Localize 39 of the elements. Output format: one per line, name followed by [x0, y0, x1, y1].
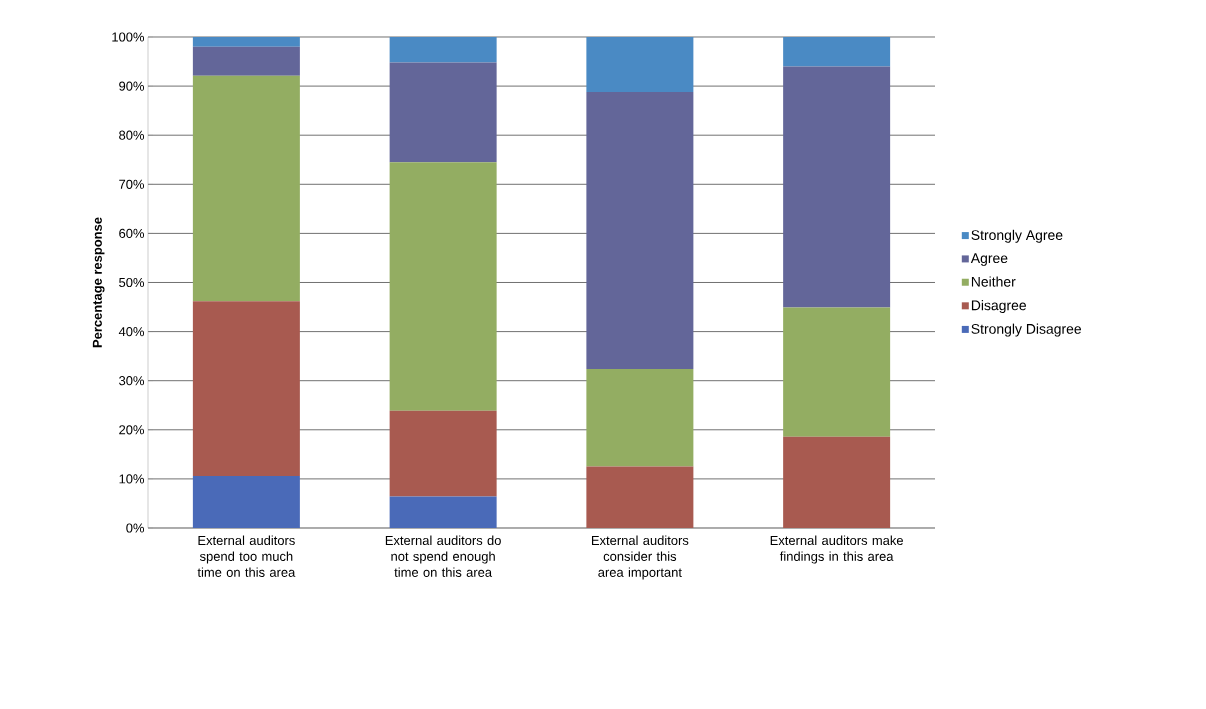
bar: [389, 496, 497, 528]
y-tick-label: 80%: [119, 130, 145, 140]
legend-label: Neither: [971, 276, 1016, 287]
y-tick-label: 0%: [126, 523, 145, 533]
y-axis-title: Percentage response: [92, 217, 105, 348]
bar: [192, 36, 300, 47]
y-tick-label: 60%: [119, 228, 145, 238]
bar: [586, 36, 694, 92]
y-tick-label: 50%: [119, 277, 145, 288]
bar: [192, 301, 300, 476]
bar: [783, 66, 891, 308]
legend-label: Agree: [970, 253, 1008, 266]
y-tick-label: 20%: [119, 425, 145, 435]
bar: [192, 75, 300, 302]
bar: [192, 46, 300, 76]
bar: [783, 436, 891, 528]
y-tick-label: 40%: [118, 327, 145, 337]
bar: [389, 162, 497, 411]
bar: [586, 368, 694, 467]
bar: [783, 36, 891, 67]
y-tick-label: 100%: [112, 32, 145, 42]
x-tick-label: External auditors do not spend enough time on this area: [385, 535, 501, 577]
bar: [586, 466, 694, 528]
bar: [389, 36, 497, 63]
bar: [192, 475, 300, 528]
y-tick-label: 30%: [119, 376, 145, 386]
x-tick-label: External auditors consider this area important: [591, 535, 689, 580]
x-tick-label: External auditors spend too much time on this area: [197, 535, 296, 577]
y-tick-label: 10%: [119, 474, 145, 484]
y-tick-label: 90%: [119, 81, 145, 91]
bar: [389, 410, 497, 497]
y-tick-label: 70%: [119, 179, 145, 189]
x-tick-label: External auditors make findings in this area: [770, 535, 903, 564]
legend-label: Disagree: [971, 300, 1026, 314]
legend-label: Strongly Disagree: [971, 323, 1082, 337]
bar: [389, 62, 497, 163]
bar: [783, 307, 891, 437]
bar: [586, 91, 694, 369]
legend-label: Strongly Agree: [971, 229, 1063, 243]
